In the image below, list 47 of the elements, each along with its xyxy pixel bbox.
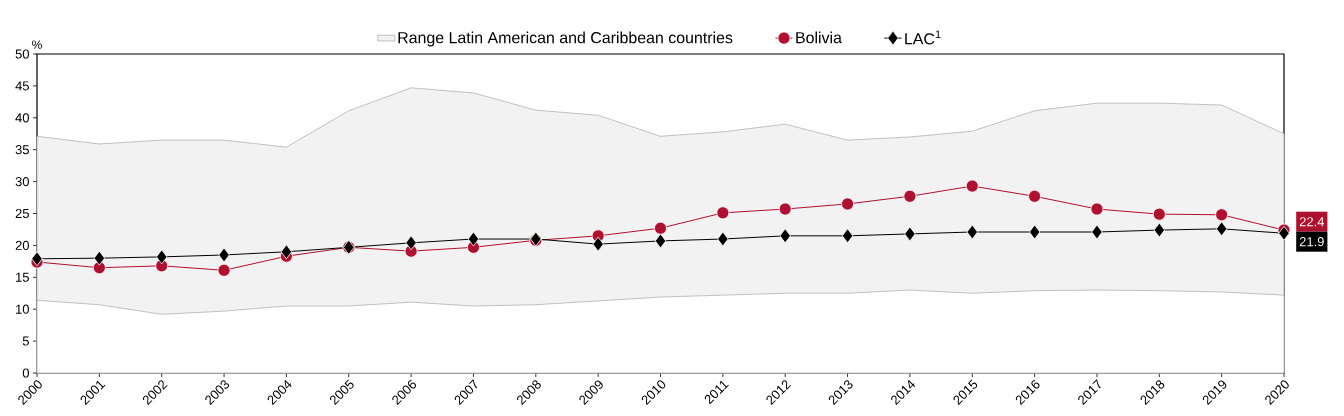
point: [1153, 222, 1165, 238]
point: [280, 244, 293, 260]
y-tick-label: 30: [15, 177, 29, 187]
point: [717, 231, 729, 247]
y-tick-label: 15: [16, 272, 29, 282]
legend-label: Bolivia: [796, 31, 842, 44]
point: [592, 236, 604, 252]
point: [1215, 208, 1229, 222]
y-tick-label: 35: [15, 145, 29, 155]
point: [1028, 224, 1041, 240]
point: [1090, 202, 1104, 216]
point: [217, 263, 231, 277]
point: [1152, 207, 1166, 221]
data-label: 21.9: [1299, 237, 1324, 247]
point: [841, 228, 854, 244]
point: [778, 202, 792, 216]
y-tick-label: 0: [22, 368, 29, 378]
point: [1278, 225, 1290, 241]
point: [965, 179, 979, 193]
point: [841, 197, 854, 211]
point: [903, 189, 917, 203]
y-tick-label: 25: [15, 208, 29, 219]
point: [779, 228, 791, 244]
point: [218, 247, 230, 263]
point: [1028, 189, 1041, 203]
data-label: 22.4: [1299, 217, 1325, 227]
point: [31, 251, 43, 267]
point: [93, 250, 106, 266]
point: [156, 249, 168, 265]
y-tick-label: 45: [15, 81, 29, 91]
legend-label: Range Latin American and Caribbean countries: [398, 31, 733, 47]
point: [654, 233, 667, 249]
y-tick-label: 50: [15, 49, 29, 59]
point: [716, 206, 730, 220]
y-axis-title: %: [32, 40, 42, 49]
y-tick-label: 20: [15, 240, 29, 250]
point: [1091, 224, 1103, 240]
point: [966, 224, 978, 240]
point: [654, 221, 667, 235]
y-tick-label: 5: [22, 336, 29, 346]
point: [1216, 221, 1228, 237]
point: [405, 235, 417, 251]
legend-label: LAC$^{1}$: [905, 30, 941, 45]
y-tick-label: 40: [15, 113, 29, 123]
y-tick-label: 10: [16, 304, 29, 314]
point: [904, 226, 916, 242]
point: [467, 231, 480, 247]
